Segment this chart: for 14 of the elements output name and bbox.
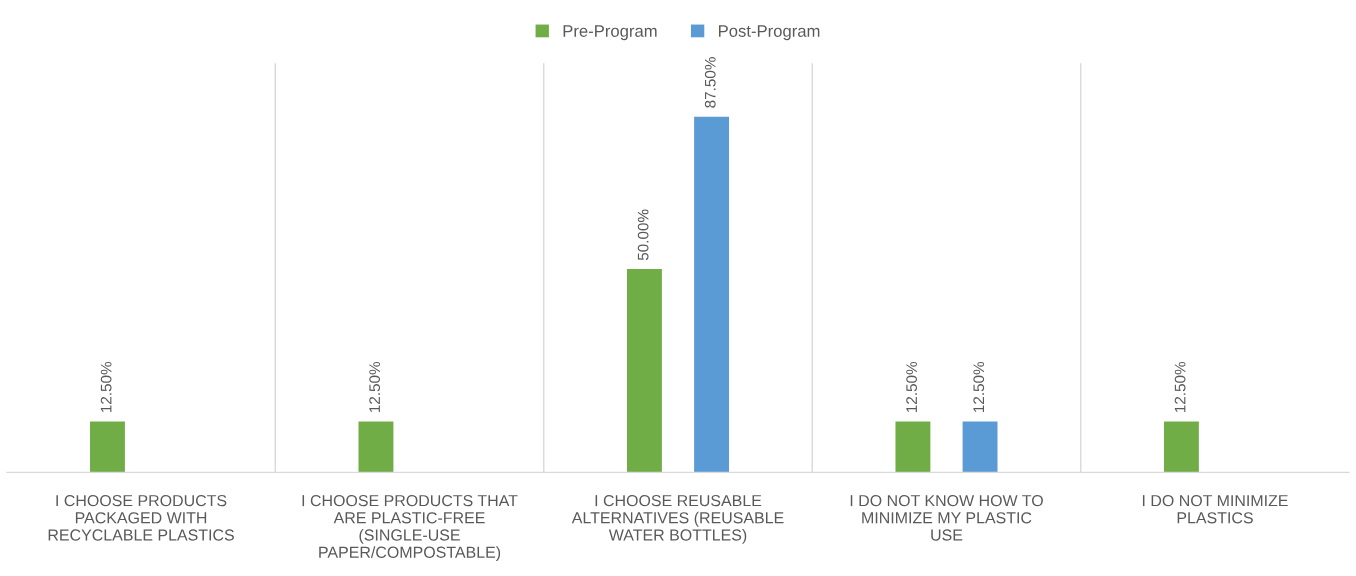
data-label: 87.50% — [704, 57, 716, 108]
x-tick-label: I CHOOSE REUSABLE ALTERNATIVES (REUSABLE WATER BOTTLES) — [571, 494, 784, 544]
data-label: 12.50% — [1174, 361, 1186, 413]
x-tick-label: I CHOOSE PRODUCTS THAT ARE PLASTIC-FREE (SINGLE-USE PAPER/COMPOSTABLE) — [302, 494, 518, 562]
data-label: 12.50% — [369, 361, 381, 413]
x-tick-label: I CHOOSE PRODUCTS PACKAGED WITH RECYCLABLE PLASTICS — [48, 494, 234, 541]
data-label: 50.00% — [637, 209, 649, 261]
data-label: 12.50% — [906, 361, 918, 413]
legend-label: Pre-Program — [563, 25, 657, 41]
x-tick-label: I DO NOT KNOW HOW TO MINIMIZE MY PLASTIC USE — [850, 494, 1043, 541]
data-label: 12.50% — [100, 361, 112, 413]
legend-label: Post-Program — [718, 25, 820, 41]
x-tick-label: I DO NOT MINIMIZE PLASTICS — [1142, 494, 1288, 524]
data-label: 12.50% — [973, 361, 985, 413]
